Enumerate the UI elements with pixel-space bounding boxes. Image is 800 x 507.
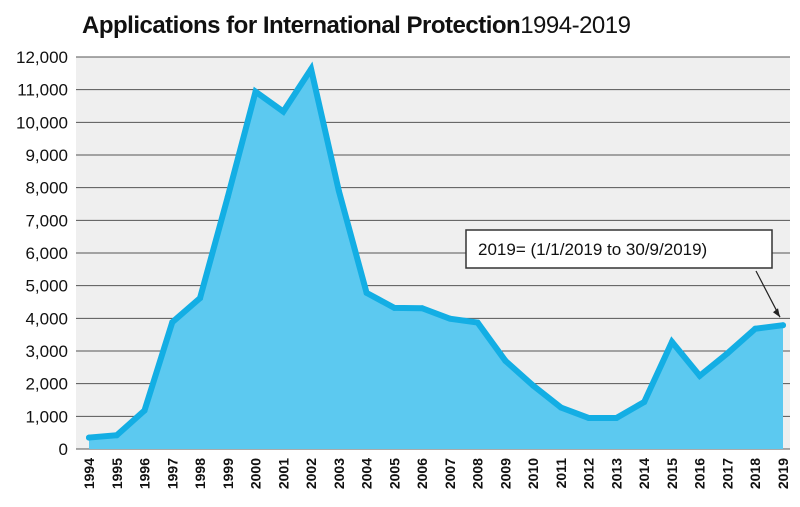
y-tick-label: 0 — [59, 440, 68, 459]
data-point-1997 — [169, 319, 176, 326]
data-point-2010 — [530, 382, 537, 389]
x-tick-label: 2011 — [553, 458, 569, 489]
data-point-2017 — [724, 350, 731, 357]
data-point-2013 — [613, 414, 620, 421]
data-point-2007 — [446, 315, 453, 322]
data-point-2003 — [335, 187, 342, 194]
data-point-2008 — [474, 319, 481, 326]
data-point-2005 — [391, 304, 398, 311]
data-point-1994 — [86, 434, 92, 441]
y-tick-label: 11,000 — [17, 81, 68, 100]
annotation-text: 2019= (1/1/2019 to 30/9/2019) — [478, 240, 707, 259]
x-tick-label: 2018 — [747, 458, 763, 489]
y-tick-label: 10,000 — [16, 113, 68, 132]
data-point-1995 — [113, 432, 120, 439]
y-tick-label: 8,000 — [25, 179, 68, 198]
x-tick-label: 2001 — [275, 458, 291, 489]
x-tick-label: 2017 — [719, 458, 735, 489]
y-tick-label: 5,000 — [25, 277, 68, 296]
y-tick-label: 4,000 — [25, 309, 68, 328]
x-tick-label: 2012 — [581, 458, 597, 489]
x-tick-label: 2016 — [692, 458, 708, 489]
data-point-2019 — [780, 322, 786, 329]
series-line — [86, 61, 786, 441]
x-tick-label: 1997 — [164, 458, 180, 489]
y-tick-label: 1,000 — [25, 407, 68, 426]
y-tick-label: 2,000 — [25, 375, 68, 394]
data-point-1998 — [197, 295, 204, 302]
x-tick-label: 2000 — [248, 458, 264, 489]
x-tick-label: 2007 — [442, 458, 458, 489]
data-point-2018 — [752, 325, 759, 332]
x-tick-label: 2006 — [414, 458, 430, 489]
data-point-2016 — [696, 372, 703, 379]
x-tick-label: 1998 — [192, 458, 208, 489]
data-point-2006 — [419, 305, 426, 312]
x-tick-label: 2014 — [636, 458, 652, 489]
x-tick-label: 2003 — [331, 458, 347, 489]
chart-title-main: Applications for International Protectio… — [82, 12, 521, 39]
x-tick-label: 2005 — [386, 458, 402, 489]
y-tick-label: 3,000 — [25, 342, 68, 361]
data-point-2009 — [502, 357, 509, 364]
y-tick-label: 6,000 — [25, 244, 68, 263]
annotation: 2019= (1/1/2019 to 30/9/2019) — [465, 229, 781, 318]
data-point-2012 — [585, 414, 592, 421]
x-tick-label: 1995 — [109, 458, 125, 489]
x-tick-label: 2008 — [470, 458, 486, 489]
data-point-1999 — [224, 193, 231, 200]
x-tick-label: 1999 — [220, 458, 236, 489]
data-point-2015 — [668, 338, 675, 345]
x-tick-label: 2015 — [664, 458, 680, 489]
y-tick-label: 9,000 — [25, 146, 68, 165]
data-point-2002 — [308, 66, 315, 73]
y-tick-label: 12,000 — [16, 48, 68, 67]
data-point-1996 — [141, 407, 148, 414]
data-point-2004 — [363, 289, 370, 296]
annotation-box — [465, 229, 773, 269]
annotation-arrowhead — [773, 308, 780, 318]
chart-title: Applications for International Protectio… — [82, 12, 631, 40]
y-axis-ticks: 0 1,000 2,000 3,000 4,000 5,000 6,000 7,000 8,00… — [16, 48, 68, 459]
area-fill — [89, 69, 783, 449]
x-tick-label: 2010 — [525, 458, 541, 489]
data-point-2014 — [641, 398, 648, 405]
x-tick-label: 2009 — [497, 458, 513, 489]
data-point-2000 — [252, 88, 259, 95]
x-tick-label: 1994 — [81, 458, 97, 489]
data-point-2011 — [557, 404, 564, 411]
x-tick-label: 2004 — [359, 458, 375, 489]
x-tick-label: 2019 — [775, 458, 791, 489]
y-tick-label: 7,000 — [25, 211, 68, 230]
x-tick-label: 2013 — [608, 458, 624, 489]
chart-title-years: 1994-2019 — [520, 12, 631, 39]
x-tick-label: 2002 — [303, 458, 319, 489]
x-axis-ticks: 1994 1995 1996 1997 1998 1999 2000 2001 2002 2003… — [81, 458, 791, 489]
data-point-2001 — [280, 108, 287, 115]
data-points — [86, 66, 786, 441]
x-tick-label: 1996 — [137, 458, 153, 489]
annotation-arrow — [755, 270, 781, 318]
